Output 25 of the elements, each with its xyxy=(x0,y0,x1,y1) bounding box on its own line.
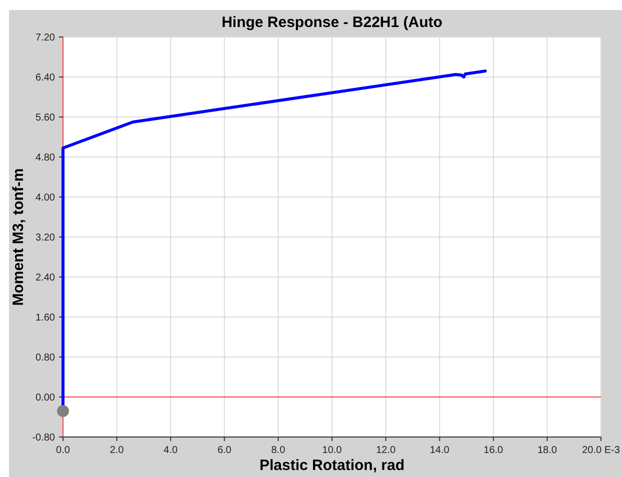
y-tick-label: -0.80 xyxy=(32,432,56,444)
x-tick-label: 12.0 xyxy=(376,445,396,456)
y-tick-label: 1.60 xyxy=(36,312,56,324)
x-tick-label: 14.0 xyxy=(430,445,450,456)
x-tick-label: 18.0 xyxy=(537,445,558,456)
y-tick-label: 4.00 xyxy=(36,192,56,204)
y-tick-label: 0.00 xyxy=(36,392,56,404)
x-tick-label: 8.0 xyxy=(271,445,286,456)
y-tick-label: 6.40 xyxy=(36,72,56,84)
y-tick-label: 2.40 xyxy=(36,272,56,284)
x-tick-label: 10.0 xyxy=(322,445,342,456)
y-axis-title: Moment M3, tonf-m xyxy=(10,168,27,306)
x-tick-label: 16.0 xyxy=(484,445,504,456)
x-tick-label: 20.0 E-3 xyxy=(582,445,620,456)
y-tick-label: 5.60 xyxy=(36,112,56,124)
y-tick-label: 4.80 xyxy=(36,152,56,164)
y-tick-label: 3.20 xyxy=(36,232,56,244)
x-tick-label: 4.0 xyxy=(164,445,178,456)
x-axis-title: Plastic Rotation, rad xyxy=(259,457,405,474)
x-tick-label: 0.0 xyxy=(56,445,70,456)
chart-title: Hinge Response - B22H1 (Auto xyxy=(222,14,442,31)
x-tick-label: 2.0 xyxy=(110,445,124,456)
y-tick-label: 0.80 xyxy=(36,352,56,364)
x-tick-label: 6.0 xyxy=(217,445,232,456)
y-tick-label: 7.20 xyxy=(36,32,56,44)
